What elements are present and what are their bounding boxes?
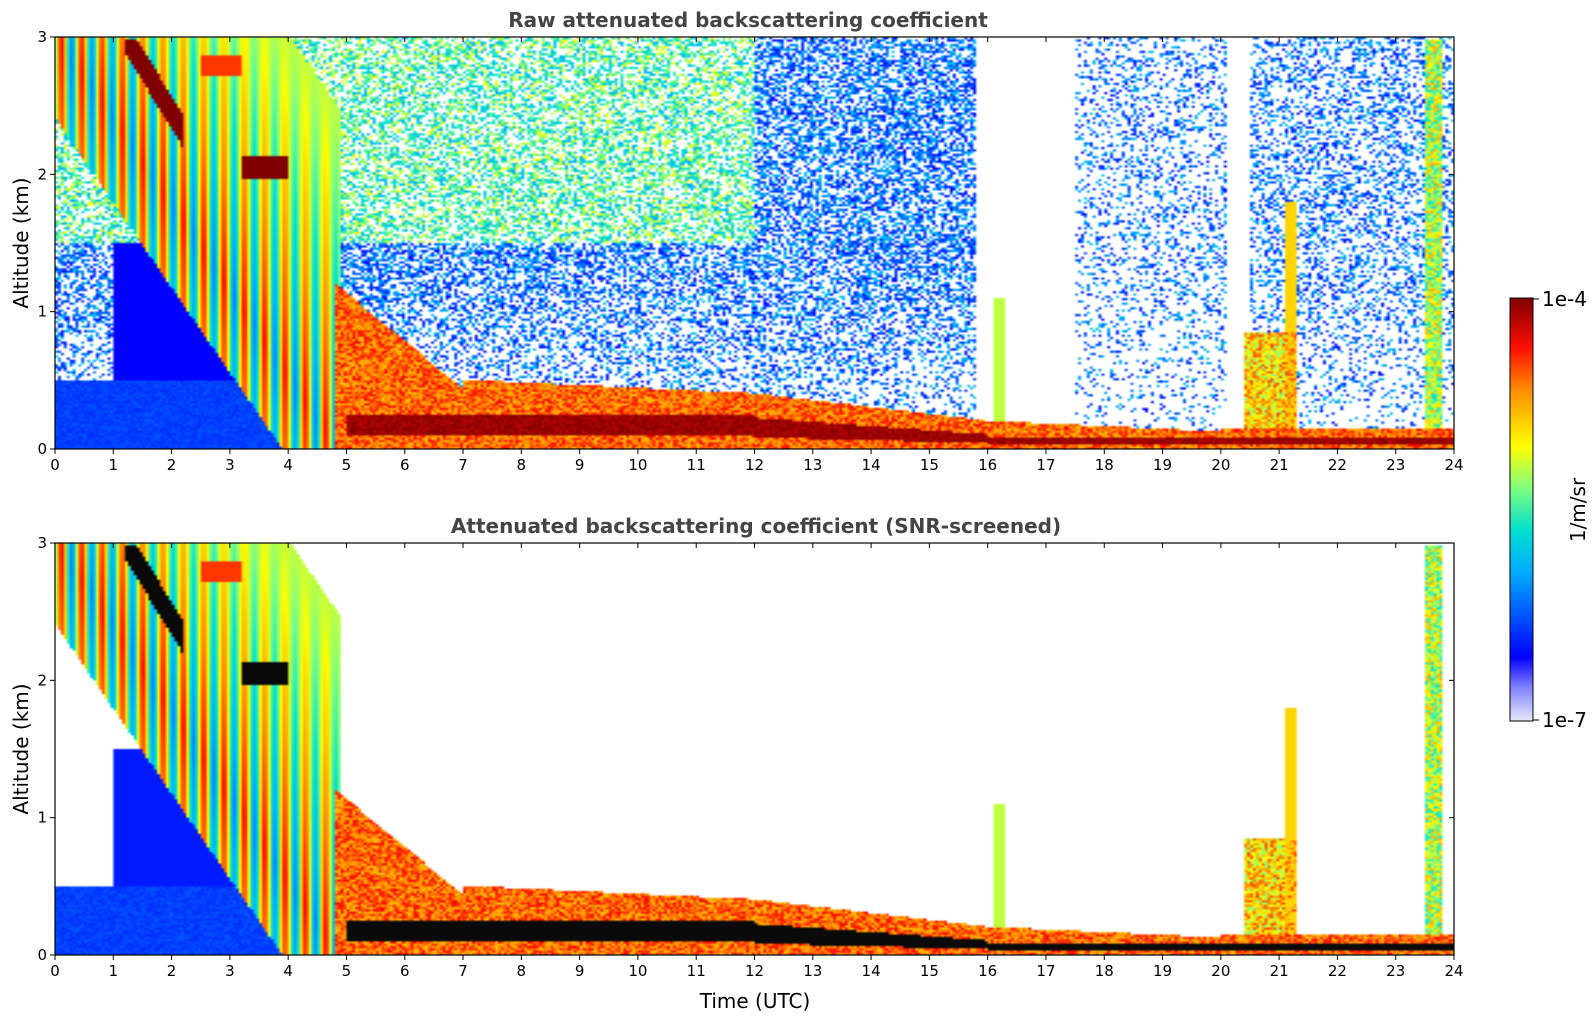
x-tick-label: 2 — [167, 456, 177, 474]
x-tick-label: 14 — [862, 456, 881, 474]
heatmap-image — [55, 37, 1454, 449]
x-tick-label: 3 — [225, 962, 235, 980]
screened-backscatter-panel: Attenuated backscattering coefficient (S… — [9, 514, 1464, 1013]
colorbar-max-label: 1e-4 — [1542, 287, 1587, 311]
colorbar-gradient — [1509, 297, 1534, 722]
x-tick-label: 14 — [862, 962, 881, 980]
x-tick-label: 13 — [803, 962, 822, 980]
x-tick-label: 17 — [1036, 456, 1055, 474]
x-tick-label: 7 — [458, 962, 468, 980]
x-tick-label: 21 — [1270, 962, 1289, 980]
x-tick-label: 1 — [109, 456, 119, 474]
x-tick-label: 10 — [628, 456, 647, 474]
x-tick-label: 18 — [1095, 962, 1114, 980]
y-tick-label: 3 — [37, 534, 47, 552]
x-tick-label: 15 — [920, 962, 939, 980]
x-tick-label: 18 — [1095, 456, 1114, 474]
x-tick-label: 19 — [1153, 962, 1172, 980]
x-tick-label: 0 — [50, 456, 60, 474]
x-tick-label: 20 — [1211, 456, 1230, 474]
colorbar-min-label: 1e-7 — [1542, 708, 1587, 732]
x-tick-label: 4 — [283, 456, 293, 474]
x-tick-label: 8 — [517, 962, 527, 980]
x-tick-label: 23 — [1386, 962, 1405, 980]
x-tick-label: 9 — [575, 962, 585, 980]
y-axis-label: Altitude (km) — [9, 177, 33, 308]
x-tick-label: 11 — [687, 962, 706, 980]
y-axis: 0 1 2 3 — [37, 534, 1454, 964]
x-tick-label: 23 — [1386, 456, 1405, 474]
x-tick-label: 5 — [342, 962, 352, 980]
x-axis: 0 1 2 3 4 5 6 7 8 9 10 11 12 13 14 15 16 17 18 19 20 21 22 23 24 — [50, 37, 1464, 474]
x-tick-label: 5 — [342, 456, 352, 474]
chart-title: Attenuated backscattering coefficient (S… — [451, 514, 1061, 538]
x-tick-label: 7 — [458, 456, 468, 474]
y-axis-label: Altitude (km) — [9, 683, 33, 814]
x-tick-label: 22 — [1328, 456, 1347, 474]
x-tick-label: 20 — [1211, 962, 1230, 980]
y-tick-label: 0 — [37, 946, 47, 964]
y-tick-label: 3 — [37, 28, 47, 46]
chart-title: Raw attenuated backscattering coefficien… — [508, 8, 988, 32]
y-tick-label: 1 — [37, 303, 47, 321]
x-tick-label: 3 — [225, 456, 235, 474]
x-tick-label: 24 — [1444, 962, 1463, 980]
y-tick-label: 1 — [37, 809, 47, 827]
x-tick-label: 8 — [517, 456, 527, 474]
x-tick-label: 12 — [745, 456, 764, 474]
x-tick-label: 15 — [920, 456, 939, 474]
x-tick-label: 11 — [687, 456, 706, 474]
x-tick-label: 16 — [978, 456, 997, 474]
x-tick-label: 4 — [283, 962, 293, 980]
x-tick-label: 22 — [1328, 962, 1347, 980]
x-tick-label: 2 — [167, 962, 177, 980]
x-tick-label: 12 — [745, 962, 764, 980]
y-axis: 0 1 2 3 — [37, 28, 1454, 458]
x-tick-label: 21 — [1270, 456, 1289, 474]
x-tick-label: 19 — [1153, 456, 1172, 474]
y-tick-label: 2 — [37, 671, 47, 689]
colorbar: 1e-4 1e-7 1/m/sr — [1509, 287, 1590, 732]
heatmap-image — [55, 543, 1454, 955]
x-tick-label: 1 — [109, 962, 119, 980]
raw-backscatter-panel: Raw attenuated backscattering coefficien… — [9, 8, 1464, 474]
x-tick-label: 10 — [628, 962, 647, 980]
x-axis: 0 1 2 3 4 5 6 7 8 9 10 11 12 13 14 15 16 17 18 19 20 21 22 23 24 — [50, 543, 1464, 980]
x-axis-label: Time (UTC) — [699, 989, 811, 1013]
y-tick-label: 0 — [37, 440, 47, 458]
x-tick-label: 17 — [1036, 962, 1055, 980]
x-tick-label: 0 — [50, 962, 60, 980]
x-tick-label: 16 — [978, 962, 997, 980]
y-tick-label: 2 — [37, 165, 47, 183]
x-tick-label: 9 — [575, 456, 585, 474]
x-tick-label: 6 — [400, 456, 410, 474]
x-tick-label: 24 — [1444, 456, 1463, 474]
x-tick-label: 6 — [400, 962, 410, 980]
colorbar-unit-label: 1/m/sr — [1566, 477, 1590, 542]
x-tick-label: 13 — [803, 456, 822, 474]
